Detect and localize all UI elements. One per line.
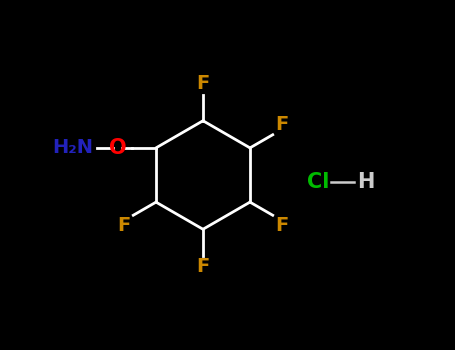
Text: F: F (197, 74, 210, 93)
Text: H: H (357, 172, 374, 192)
Text: F: F (197, 257, 210, 276)
Text: O: O (109, 138, 127, 158)
Text: F: F (117, 216, 131, 235)
Text: Cl: Cl (307, 172, 329, 192)
Text: H₂N: H₂N (53, 138, 94, 158)
Text: F: F (276, 216, 289, 235)
Text: F: F (276, 115, 289, 134)
